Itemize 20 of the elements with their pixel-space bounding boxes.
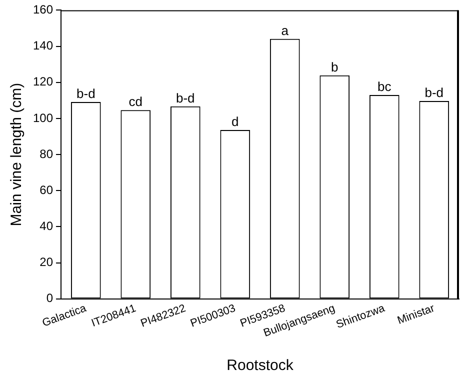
y-tick-label: 140 [32, 38, 54, 53]
annotation: d [232, 114, 239, 130]
y-tick-label: 120 [32, 74, 54, 89]
annotation: bc [378, 79, 392, 94]
y-tick-label: 100 [32, 110, 54, 125]
annotation: b-d [76, 86, 96, 102]
annotation: b-d [424, 85, 444, 100]
y-tick-label: 0 [46, 291, 54, 306]
y-tick-label: 40 [40, 219, 54, 234]
y-tick-label: 20 [40, 255, 54, 270]
annotation: b-d [176, 90, 195, 106]
annotation: b [331, 59, 338, 74]
x-tick-label: Ministar [396, 302, 437, 327]
x-axis-title: Rootstock [226, 357, 294, 374]
annotation: a [281, 22, 290, 38]
y-tick-label: 80 [40, 146, 54, 161]
y-tick-label: 60 [40, 182, 54, 197]
y-tick-label: 160 [32, 2, 54, 17]
annotation: cd [128, 94, 143, 110]
y-axis-title: Main vine length (cm) [8, 82, 26, 226]
